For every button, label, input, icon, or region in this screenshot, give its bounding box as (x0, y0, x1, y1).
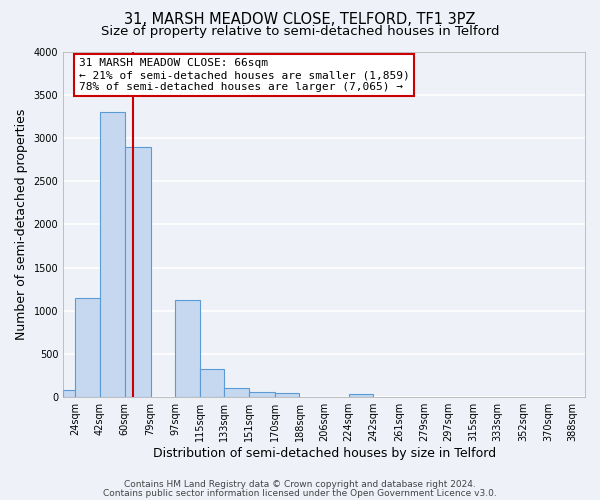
Bar (125, 146, 151, 397)
Bar (175, 300, 200, 397)
Text: Contains public sector information licensed under the Open Government Licence v3: Contains public sector information licen… (103, 488, 497, 498)
Text: 31 MARSH MEADOW CLOSE: 66sqm
← 21% of semi-detached houses are smaller (1,859)
7: 31 MARSH MEADOW CLOSE: 66sqm ← 21% of se… (79, 58, 410, 92)
Bar (275, 394, 299, 397)
Bar (200, 368, 224, 397)
Bar (100, 112, 125, 397)
Bar (76, 298, 100, 397)
Text: Contains HM Land Registry data © Crown copyright and database right 2024.: Contains HM Land Registry data © Crown c… (124, 480, 476, 489)
Text: 31, MARSH MEADOW CLOSE, TELFORD, TF1 3PZ: 31, MARSH MEADOW CLOSE, TELFORD, TF1 3PZ (124, 12, 476, 28)
Bar (224, 388, 249, 397)
X-axis label: Distribution of semi-detached houses by size in Telford: Distribution of semi-detached houses by … (152, 447, 496, 460)
Y-axis label: Number of semi-detached properties: Number of semi-detached properties (15, 108, 28, 340)
Bar (249, 392, 275, 397)
Bar (349, 394, 373, 397)
Text: Size of property relative to semi-detached houses in Telford: Size of property relative to semi-detach… (101, 25, 499, 38)
Bar (63, 390, 76, 397)
